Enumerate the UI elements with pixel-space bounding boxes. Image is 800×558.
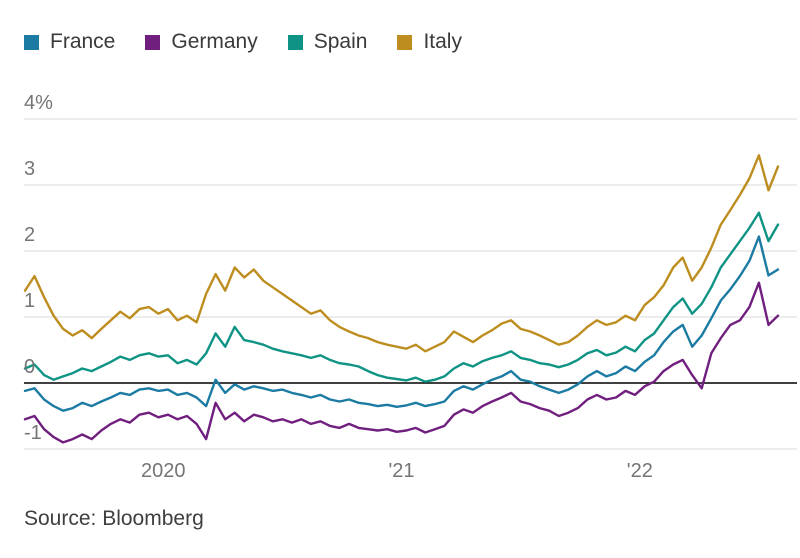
legend-swatch-france bbox=[24, 34, 39, 50]
svg-text:'21: '21 bbox=[388, 460, 414, 482]
legend-item-italy: Italy bbox=[397, 30, 462, 54]
source-note: Source: Bloomberg bbox=[24, 507, 204, 530]
legend-label-spain: Spain bbox=[313, 30, 368, 53]
legend-swatch-spain bbox=[287, 34, 303, 50]
svg-text:4%: 4% bbox=[24, 92, 53, 114]
legend-label-france: France bbox=[50, 30, 116, 53]
svg-text:1: 1 bbox=[24, 290, 35, 312]
legend-label-germany: Germany bbox=[171, 30, 258, 53]
svg-text:3: 3 bbox=[24, 158, 35, 180]
svg-text:'22: '22 bbox=[627, 460, 653, 482]
legend-label-italy: Italy bbox=[423, 30, 462, 53]
svg-text:2: 2 bbox=[24, 224, 35, 246]
legend-item-germany: Germany bbox=[145, 30, 258, 54]
svg-text:-1: -1 bbox=[24, 422, 42, 444]
svg-text:0: 0 bbox=[24, 356, 35, 378]
legend-item-spain: Spain bbox=[287, 30, 368, 54]
svg-text:2020: 2020 bbox=[141, 460, 186, 482]
legend: France Germany Spain Italy bbox=[24, 30, 462, 54]
legend-swatch-italy bbox=[397, 34, 413, 50]
legend-item-france: France bbox=[24, 30, 115, 54]
legend-swatch-germany bbox=[145, 34, 161, 50]
